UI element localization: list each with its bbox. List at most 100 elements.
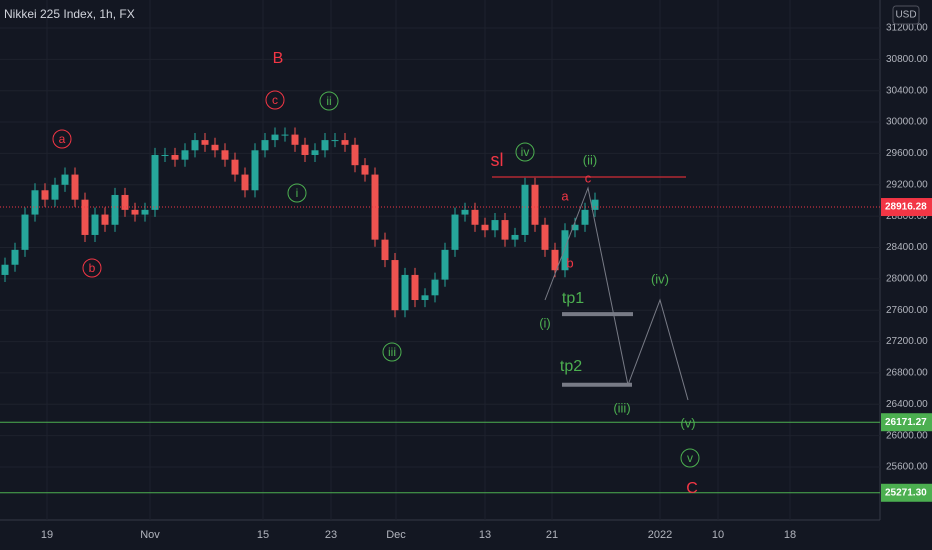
currency[interactable]: USD: [895, 10, 916, 21]
candle-body: [231, 159, 239, 175]
candle-body: [101, 214, 109, 225]
annotation-circle: [319, 91, 339, 111]
x-tick-label: Nov: [140, 529, 160, 541]
candle-body: [331, 140, 339, 142]
candle-body: [321, 140, 329, 151]
annotation-circle: [82, 258, 102, 278]
annotation: c: [272, 93, 278, 107]
projection-path: [544, 186, 689, 401]
annotation: a: [59, 132, 66, 146]
price-label: 26171.27: [885, 417, 927, 428]
annotation-circle: [265, 90, 285, 110]
annotation: tp2: [560, 358, 582, 375]
candle-body: [221, 150, 229, 160]
x-tick-label: 2022: [648, 529, 672, 541]
annotation: (v): [680, 415, 695, 430]
candle-body: [301, 144, 309, 155]
candle-body: [271, 134, 279, 141]
candle-body: [81, 199, 89, 235]
x-tick-label: 15: [257, 529, 269, 541]
x-tick-label: Dec: [386, 529, 406, 541]
candle-body: [551, 249, 559, 271]
candle-body: [381, 239, 389, 261]
annotation: ii: [326, 94, 331, 108]
y-tick-label: 28400.00: [886, 242, 928, 253]
marks: [0, 127, 880, 494]
annotation: C: [686, 480, 698, 497]
candle-body: [471, 209, 479, 225]
candle-body: [91, 214, 99, 235]
annotation: (ii): [583, 152, 597, 167]
annotation: i: [296, 186, 299, 200]
candle-body: [461, 209, 469, 215]
candle-body: [1, 264, 9, 275]
y-tick-label: 31200.00: [886, 23, 928, 34]
candle-body: [441, 249, 449, 280]
annotation: (iv): [651, 271, 669, 286]
y-tick-label: 26000.00: [886, 430, 928, 441]
price-label-box: [881, 198, 932, 217]
candle-body: [31, 190, 39, 215]
candle-body: [541, 224, 549, 250]
candle-body: [291, 134, 299, 145]
price-label: 25271.30: [885, 487, 927, 498]
chart-title: Nikkei 225 Index, 1h, FX: [4, 7, 135, 21]
candle-body: [411, 274, 419, 301]
candle-body: [201, 140, 209, 145]
candle-body: [511, 234, 519, 240]
annotation: a: [561, 188, 569, 203]
candle-body: [351, 144, 359, 166]
candle-body: [241, 174, 249, 191]
candle-body: [161, 154, 169, 156]
candle-body: [501, 220, 509, 240]
y-tick-label: 25600.00: [886, 462, 928, 473]
candle-body: [421, 295, 429, 301]
y-tick-label: 30800.00: [886, 54, 928, 65]
candle-body: [121, 194, 129, 210]
annotation: B: [273, 50, 284, 67]
candle-body: [61, 174, 69, 185]
y-tick-label: 28800.00: [886, 211, 928, 222]
candle-body: [341, 140, 349, 145]
annotation: (iii): [613, 400, 630, 415]
y-tick-label: 28000.00: [886, 273, 928, 284]
candle-body: [141, 209, 149, 215]
candle-body: [171, 154, 179, 160]
candle-body: [131, 209, 139, 215]
y-tick-label: 29200.00: [886, 179, 928, 190]
y-tick-label: 27200.00: [886, 336, 928, 347]
axes: 31200.00 30800.00 30400.00 30000.00 29600.00…: [41, 23, 932, 541]
grid: [0, 0, 880, 520]
candle-body: [251, 150, 259, 191]
candle-body: [11, 249, 19, 265]
candle-body: [431, 279, 439, 296]
annotation: b: [566, 255, 573, 270]
candle-body: [591, 199, 599, 210]
candle-body: [391, 260, 399, 311]
candle-body: [71, 174, 79, 200]
price-label: 28916.28: [885, 202, 927, 213]
annotation: tp1: [562, 290, 584, 307]
candle-body: [41, 190, 49, 200]
candle-body: [491, 220, 499, 231]
price-label-box: [881, 483, 932, 502]
annotation: c: [585, 170, 592, 185]
annotation: (i): [539, 315, 551, 330]
candle-body: [521, 184, 529, 235]
annotation: b: [89, 261, 96, 275]
annotation: sl: [491, 150, 504, 170]
candle-body: [401, 274, 409, 311]
candle-body: [211, 144, 219, 151]
x-tick-label: 10: [712, 529, 724, 541]
candle-body: [21, 214, 29, 250]
candle-body: [361, 165, 369, 175]
annotation-circle: [515, 142, 535, 162]
y-tick-label: 29600.00: [886, 148, 928, 159]
y-tick-label: 26800.00: [886, 368, 928, 379]
y-tick-label: 30000.00: [886, 117, 928, 128]
currency-box[interactable]: [892, 5, 920, 25]
annotation: iv: [521, 145, 530, 159]
y-tick-label: 26400.00: [886, 399, 928, 410]
